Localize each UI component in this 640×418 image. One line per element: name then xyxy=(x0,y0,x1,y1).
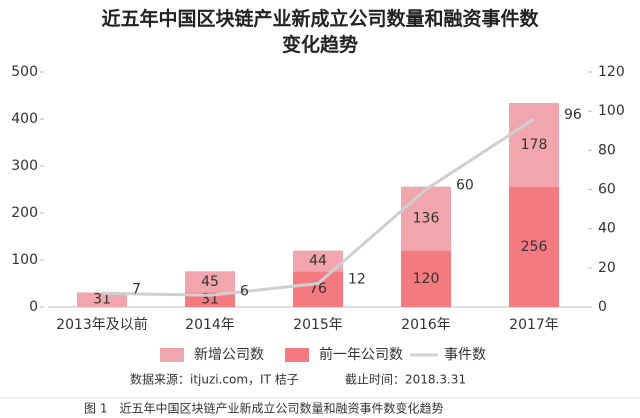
line-label: 96 xyxy=(564,107,582,123)
y-tick-label: 500 xyxy=(11,64,38,80)
y-tick-label: 0 xyxy=(29,299,38,315)
legend-swatch xyxy=(285,348,309,362)
y-tick-label: 300 xyxy=(11,158,38,174)
y-tick-label: 200 xyxy=(11,205,38,221)
data-label: 256 xyxy=(521,239,548,255)
data-label: 178 xyxy=(521,137,548,153)
line-label: 60 xyxy=(456,178,474,194)
line-label: 7 xyxy=(132,281,141,297)
y2-tick-label: 20 xyxy=(598,260,616,276)
caption: 图 1 近五年中国区块链产业新成立公司数量和融资事件数变化趋势 xyxy=(84,401,443,416)
line-label: 12 xyxy=(348,272,366,288)
data-label: 120 xyxy=(413,271,440,287)
line xyxy=(101,117,535,297)
legend-label: 前一年公司数 xyxy=(319,346,403,363)
legend-label: 事件数 xyxy=(444,347,486,363)
bar xyxy=(293,271,343,307)
data-label: 31 xyxy=(93,292,111,308)
y2-tick-label: 80 xyxy=(598,142,616,158)
bar xyxy=(77,292,127,307)
x-tick-label: 2016年 xyxy=(401,317,451,333)
chart-title: 近五年中国区块链产业新成立公司数量和融资事件数变化趋势 xyxy=(101,8,539,56)
y2-tick-label: 0 xyxy=(598,299,607,315)
data-label: 136 xyxy=(413,211,440,227)
bar xyxy=(401,250,451,307)
bar xyxy=(509,103,559,187)
y-tick-label: 400 xyxy=(11,111,38,127)
legend-swatch xyxy=(160,348,184,362)
bar xyxy=(293,250,343,272)
bar xyxy=(401,186,451,251)
line-label: 6 xyxy=(240,283,249,299)
x-tick-label: 2017年 xyxy=(509,317,559,333)
bar xyxy=(185,271,235,293)
y2-tick-label: 60 xyxy=(598,182,616,198)
y2-tick-label: 40 xyxy=(598,221,616,237)
y2-tick-label: 100 xyxy=(598,103,625,119)
legend-label: 新增公司数 xyxy=(194,347,264,363)
x-tick-label: 2013年及以前 xyxy=(56,316,148,333)
y2-tick-label: 120 xyxy=(598,64,625,80)
y-tick-label: 100 xyxy=(11,252,38,268)
cutoff: 截止时间：2018.3.31 xyxy=(345,373,466,387)
bar xyxy=(509,186,559,307)
source: 数据来源：itjuzi.com，IT 桔子 xyxy=(130,372,299,387)
data-label: 45 xyxy=(201,274,219,290)
x-tick-label: 2015年 xyxy=(293,317,343,333)
x-tick-label: 2014年 xyxy=(185,317,235,333)
data-label: 44 xyxy=(309,253,327,269)
